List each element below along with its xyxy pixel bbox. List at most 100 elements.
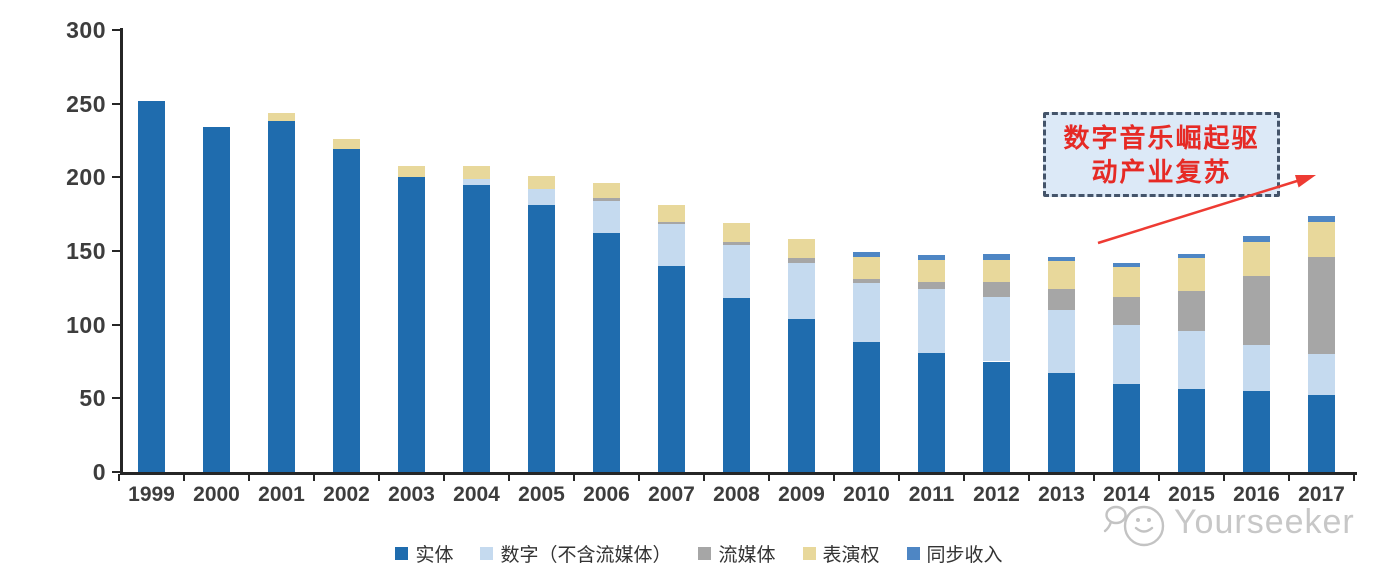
bar-segment <box>528 189 555 206</box>
x-tick-label: 2013 <box>1038 483 1085 506</box>
bar-segment <box>1243 236 1270 243</box>
bar-segment <box>333 139 360 150</box>
legend-label: 数字（不含流媒体） <box>500 545 672 566</box>
bar-segment <box>723 298 750 472</box>
bar-segment <box>593 200 620 234</box>
bar-segment <box>918 281 945 290</box>
legend: 实体 数字（不含流媒体） 流媒体 表演权 同步收入 <box>0 540 1398 567</box>
bar-segment <box>1243 242 1270 277</box>
y-tick-label: 50 <box>79 385 106 412</box>
bar-segment <box>983 361 1010 472</box>
y-axis-tick <box>112 471 121 473</box>
bar-segment <box>658 265 685 472</box>
bar-segment <box>1308 215 1335 222</box>
x-tick-label: 2000 <box>193 483 240 506</box>
x-tick-label: 2001 <box>258 483 305 506</box>
x-tick-label: 2005 <box>518 483 565 506</box>
bar-segment <box>268 112 295 122</box>
x-axis-tick <box>1353 474 1355 481</box>
x-tick-label: 2004 <box>453 483 500 506</box>
legend-item: 流媒体 <box>698 540 776 567</box>
x-axis-tick <box>1288 474 1290 481</box>
bar-segment <box>1048 309 1075 374</box>
x-axis-tick <box>963 474 965 481</box>
bar-segment <box>983 281 1010 297</box>
bar-segment <box>723 223 750 243</box>
annotation-callout-box: 数字音乐崛起驱 动产业复苏 <box>1043 112 1280 197</box>
bar-segment <box>463 165 490 179</box>
bar-segment <box>1113 383 1140 472</box>
bar-segment <box>528 175 555 190</box>
bar-segment <box>1113 267 1140 297</box>
legend-swatch <box>480 547 494 560</box>
bar-segment <box>853 252 880 257</box>
bar-segment <box>1048 373 1075 472</box>
legend-label: 同步收入 <box>926 545 1003 566</box>
legend-item: 数字（不含流媒体） <box>480 540 671 567</box>
x-axis-tick <box>898 474 900 481</box>
bar-segment <box>463 178 490 185</box>
bar-segment <box>788 262 815 319</box>
x-tick-label: 2015 <box>1168 483 1215 506</box>
bar-segment <box>1308 354 1335 396</box>
x-axis-line <box>120 472 1357 475</box>
bar-segment <box>788 239 815 259</box>
bar-segment <box>1178 290 1205 331</box>
x-axis-tick <box>508 474 510 481</box>
bar-segment <box>138 100 165 472</box>
x-tick-label: 2017 <box>1298 483 1345 506</box>
bar-segment <box>593 183 620 198</box>
bar-segment <box>398 165 425 178</box>
bar-segment <box>658 221 685 225</box>
bar-segment <box>983 259 1010 282</box>
bar-segment <box>723 242 750 246</box>
legend-label: 流媒体 <box>718 545 776 566</box>
legend-swatch <box>395 547 409 560</box>
y-tick-label: 150 <box>66 238 106 264</box>
bar-segment <box>853 256 880 279</box>
x-tick-label: 2010 <box>843 483 890 506</box>
y-axis-tick <box>112 250 121 252</box>
legend-label: 实体 <box>415 545 454 566</box>
x-axis-tick <box>1028 474 1030 481</box>
x-axis-tick <box>378 474 380 481</box>
x-axis-tick <box>573 474 575 481</box>
x-axis-tick <box>638 474 640 481</box>
bar-segment <box>203 127 230 472</box>
x-axis-tick <box>183 474 185 481</box>
bar-segment <box>853 342 880 472</box>
x-axis-tick <box>768 474 770 481</box>
x-axis-tick <box>1093 474 1095 481</box>
bar-segment <box>1308 256 1335 355</box>
bar-segment <box>853 283 880 343</box>
annotation-text-line2: 动产业复苏 <box>1091 156 1232 187</box>
annotation-text-line1: 数字音乐崛起驱 <box>1063 122 1260 153</box>
bar-segment <box>1243 345 1270 391</box>
y-axis-tick <box>112 29 121 31</box>
x-tick-label: 1999 <box>128 483 175 506</box>
bar-segment <box>788 258 815 263</box>
x-tick-label: 2011 <box>908 483 955 506</box>
bar-segment <box>918 289 945 353</box>
bar-segment <box>1178 389 1205 472</box>
x-tick-label: 2008 <box>713 483 760 506</box>
legend-swatch <box>906 547 920 560</box>
bar-segment <box>918 255 945 260</box>
y-tick-label: 300 <box>66 17 106 43</box>
bar-segment <box>1308 395 1335 472</box>
bar-segment <box>1178 253 1205 259</box>
bar-segment <box>1243 276 1270 346</box>
x-tick-label: 2014 <box>1103 483 1150 506</box>
x-axis-tick <box>1223 474 1225 481</box>
legend-item: 同步收入 <box>906 540 1003 567</box>
legend-item: 表演权 <box>802 540 880 567</box>
legend-label: 表演权 <box>822 545 880 566</box>
bar-segment <box>658 224 685 266</box>
x-tick-label: 2016 <box>1233 483 1280 506</box>
bar-segment <box>1243 390 1270 472</box>
bar-segment <box>853 278 880 284</box>
x-axis-tick <box>313 474 315 481</box>
bar-segment <box>528 205 555 472</box>
x-axis-tick <box>248 474 250 481</box>
